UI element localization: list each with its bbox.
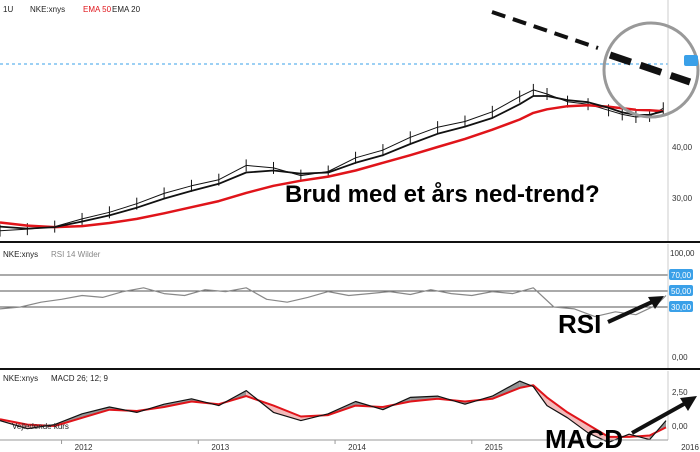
rsi-line — [0, 287, 667, 318]
macd-panel: NKE:xnys MACD 26; 12; 9 2,50 0,00 Vejled… — [0, 371, 699, 452]
rsi-badge-70 — [669, 269, 693, 280]
rsi-badge-50 — [669, 285, 693, 296]
ema50-legend: EMA 50 — [83, 5, 112, 14]
rsi-tick-0: 0,00 — [672, 353, 688, 362]
rsi-tick-50: 50,00 — [671, 287, 692, 296]
x-tick-label: 2013 — [211, 443, 229, 452]
rsi-ticker-label: NKE:xnys — [3, 250, 38, 259]
x-axis-ticks: 2012 2013 2014 2015 2016 — [61, 440, 699, 452]
macd-histogram-segment — [547, 397, 568, 418]
rsi-annotation: RSI — [558, 309, 601, 339]
rsi-arrow-shaft — [607, 300, 653, 324]
rsi-plot — [0, 287, 667, 318]
price-tick-30: 30,00 — [672, 194, 693, 203]
ema20-legend: EMA 20 — [112, 5, 141, 14]
downtrend-line — [491, 10, 599, 50]
macd-plot — [0, 380, 667, 443]
rsi-arrow-head — [648, 296, 664, 309]
macd-tick-0: 0,00 — [672, 422, 688, 431]
headline-annotation: Brud med et års ned-trend? — [285, 181, 600, 208]
rsi-panel: NKE:xnys RSI 14 Wilder 100,00 70,00 50,0… — [0, 244, 695, 368]
series-line-ema-20 — [0, 95, 664, 230]
price-type-label: Vejledende kurs — [12, 422, 69, 431]
price-tick-40: 40,00 — [672, 143, 693, 152]
price-panel: 40,00 30,00 Brud med et års ned-trend? — [0, 0, 700, 241]
price-plot — [0, 83, 664, 237]
breakout-line — [608, 51, 692, 86]
macd-histogram-segment — [567, 412, 589, 433]
x-tick-label: 2012 — [75, 443, 93, 452]
macd-arrow-head — [680, 396, 697, 411]
macd-tick-2-50: 2,50 — [672, 388, 688, 397]
ticker-label: NKE:xnys — [30, 5, 65, 14]
series-line-ema-50 — [0, 103, 664, 229]
highlight-circle — [602, 21, 700, 119]
macd-arrow-shaft — [631, 402, 685, 435]
rsi-badge-30 — [669, 301, 693, 312]
rsi-title: RSI 14 Wilder — [51, 250, 101, 259]
macd-annotation: MACD — [545, 424, 623, 452]
macd-title: MACD 26; 12; 9 — [51, 374, 108, 383]
rsi-tick-30: 30,00 — [671, 303, 692, 312]
macd-line — [0, 380, 667, 443]
rsi-tick-100: 100,00 — [670, 249, 695, 258]
price-badge — [684, 55, 698, 66]
macd-histogram-segment — [588, 424, 609, 443]
macd-signal-line — [0, 384, 667, 438]
x-tick-label: 2015 — [485, 443, 503, 452]
series-line-nke-xnys — [0, 89, 664, 232]
x-tick-label: 2014 — [348, 443, 366, 452]
x-tick-label: 2016 — [681, 443, 699, 452]
rsi-tick-70: 70,00 — [671, 271, 692, 280]
period-label[interactable]: 1U — [3, 5, 13, 14]
macd-ticker-label: NKE:xnys — [3, 374, 38, 383]
